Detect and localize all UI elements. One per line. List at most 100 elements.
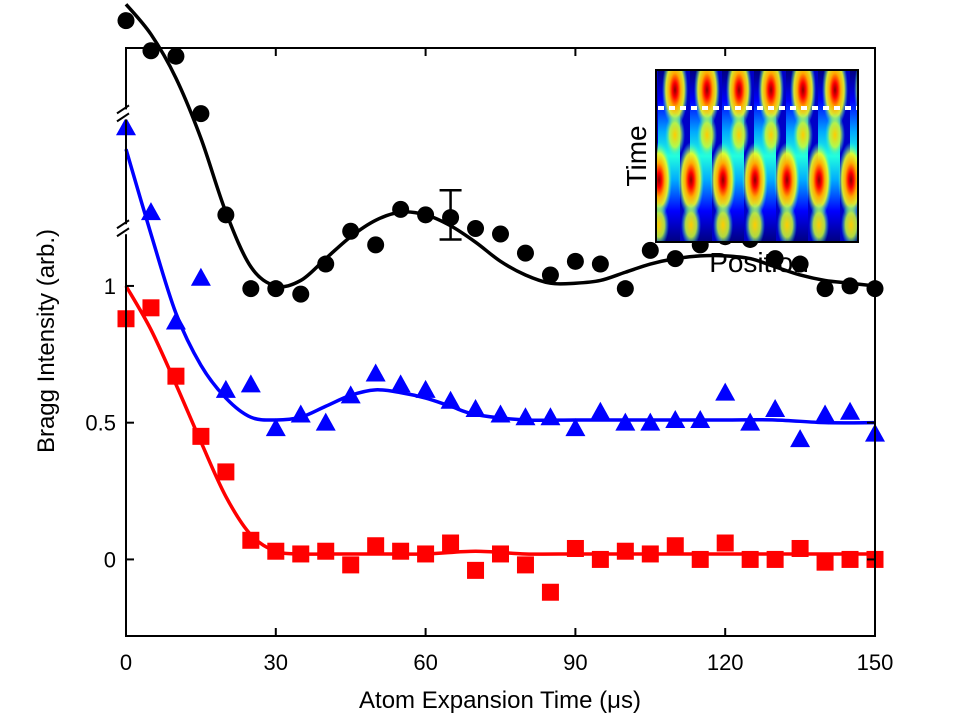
data-point-square (791, 539, 809, 557)
inset-blob (758, 70, 784, 128)
data-point-triangle (365, 363, 386, 382)
data-point-square (591, 550, 609, 568)
inset-blob (710, 142, 736, 218)
data-point-square (392, 542, 410, 560)
data-point-triangle (615, 412, 636, 431)
data-point-triangle (390, 374, 411, 393)
data-markers-group (116, 12, 885, 601)
inset-heatmap: Position Time (621, 52, 928, 278)
data-point-triangle (815, 404, 836, 423)
inset-blob (790, 70, 816, 128)
data-point-triangle (490, 404, 511, 423)
data-point-triangle (440, 390, 461, 409)
inset-blob (838, 142, 858, 218)
axis-break-marks-group (116, 104, 132, 238)
inset-blob (822, 70, 848, 128)
data-point-circle (641, 241, 659, 259)
x-tick-label: 150 (857, 650, 894, 675)
data-point-triangle (715, 382, 736, 401)
data-point-square (492, 545, 509, 563)
data-point-circle (516, 244, 534, 262)
inset-blob-small (697, 113, 717, 157)
data-point-triangle (315, 412, 336, 431)
inset-blob-small (761, 113, 781, 157)
inset-blob-small (825, 113, 845, 157)
data-point-square (467, 561, 485, 579)
data-point-triangle (465, 399, 486, 418)
inset-x-label: Position (709, 247, 809, 278)
data-point-circle (467, 220, 485, 238)
inset-blob (742, 142, 768, 218)
data-point-triangle (240, 374, 261, 393)
data-point-square (666, 537, 684, 555)
error-bar-group (439, 188, 462, 241)
data-point-circle (367, 236, 385, 254)
y-tick-labels-group: 00.51 (85, 274, 116, 572)
data-point-square (766, 550, 784, 568)
data-point-circle (591, 255, 609, 273)
x-tick-label: 90 (563, 650, 587, 675)
x-axis-label: Atom Expansion Time (μs) (359, 687, 641, 714)
y-tick-label: 1 (104, 274, 116, 299)
inset-blob (870, 142, 896, 218)
data-point-circle (492, 225, 509, 243)
data-point-square (367, 537, 385, 555)
data-point-circle (292, 285, 310, 303)
data-point-triangle (740, 412, 761, 431)
data-point-triangle (540, 407, 561, 426)
axis-break-slash (116, 219, 130, 230)
data-point-square (292, 545, 310, 563)
data-point-square (167, 367, 185, 385)
inset-y-label: Time (621, 125, 652, 186)
inset-blob (726, 70, 752, 128)
x-tick-label: 120 (707, 650, 744, 675)
axis-break-slash (116, 104, 130, 115)
inset-blob (902, 142, 928, 218)
data-point-circle (566, 252, 584, 270)
inset-blob-small (665, 113, 685, 157)
data-point-triangle (140, 202, 161, 221)
data-point-circle (242, 280, 260, 298)
inset-blob-small (681, 203, 701, 242)
inset-frame (655, 69, 859, 243)
y-tick-label: 0 (104, 547, 116, 572)
inset-blob (662, 70, 688, 128)
data-point-circle (417, 206, 435, 224)
data-point-square (142, 299, 160, 317)
data-point-square (217, 463, 235, 481)
inset-blob (630, 52, 656, 128)
inset-blob-small (905, 203, 925, 247)
inset-blob (886, 52, 912, 128)
data-point-triangle (290, 404, 311, 423)
x-tick-labels-group: 0 30 60 90 120 150 (120, 650, 893, 675)
inset-blob-small (713, 203, 733, 242)
data-point-triangle (415, 379, 436, 398)
data-point-square (641, 545, 659, 563)
data-point-triangle (265, 418, 286, 437)
data-point-circle (267, 280, 285, 298)
y-tick-label: 0.5 (85, 411, 116, 436)
data-point-circle (766, 250, 784, 268)
data-point-circle (616, 280, 634, 298)
data-point-triangle (640, 412, 661, 431)
data-point-circle (392, 200, 410, 218)
data-point-triangle (340, 385, 361, 404)
data-point-square (192, 427, 210, 445)
data-point-square (417, 545, 435, 563)
inset-blob-small (656, 203, 669, 242)
data-point-triangle (215, 379, 236, 398)
y-axis-label: Bragg Intensity (arb.) (33, 229, 60, 453)
x-tick-label: 30 (264, 650, 288, 675)
plot-frame (125, 47, 876, 637)
inset-blob-small (745, 203, 765, 242)
axis-break-slash (116, 227, 130, 238)
data-point-square (541, 583, 559, 601)
data-point-square (741, 550, 759, 568)
data-point-circle (192, 105, 210, 123)
data-point-circle (666, 250, 684, 268)
data-point-triangle (515, 407, 536, 426)
data-point-triangle (790, 429, 811, 448)
data-point-square (816, 553, 834, 571)
data-point-triangle (590, 401, 611, 420)
data-point-square (442, 534, 460, 552)
